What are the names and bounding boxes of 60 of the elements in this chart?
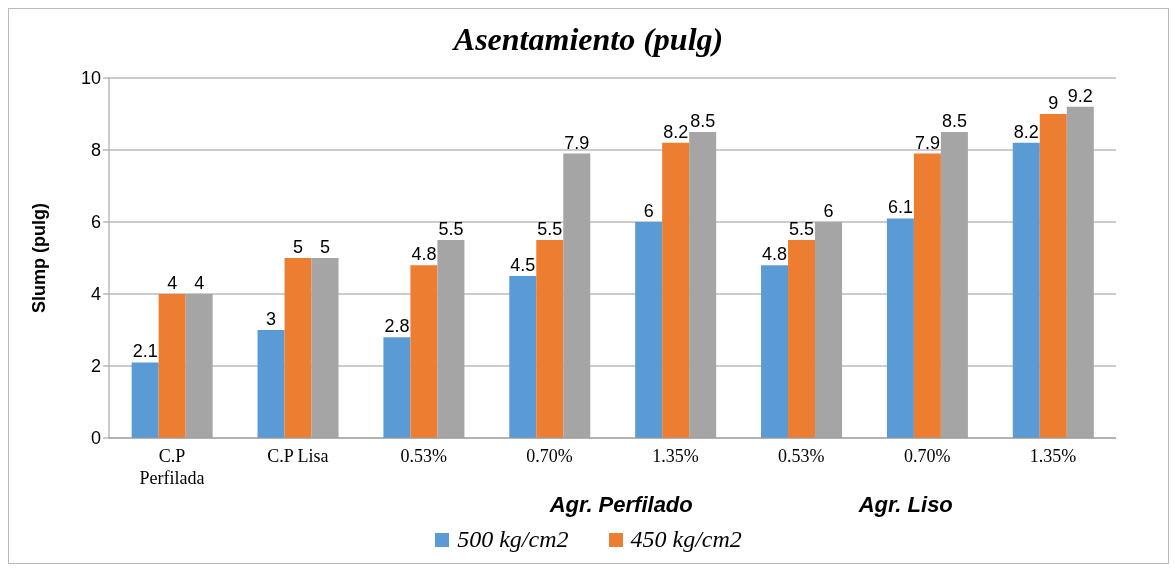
data-label: 8.2: [663, 121, 689, 142]
bar: [131, 362, 159, 438]
x-tick-label: 0.53%: [400, 446, 447, 466]
y-tick-label: 0: [90, 428, 101, 449]
data-label: 8.2: [1013, 121, 1039, 142]
data-label: 5: [320, 237, 331, 257]
data-label: 2.1: [132, 341, 158, 362]
data-label: 8.5: [941, 111, 967, 131]
data-label: 5.5: [789, 219, 815, 239]
x-tick-label: 1.35%: [652, 446, 699, 466]
bar: [886, 218, 914, 438]
bar: [662, 142, 690, 438]
y-tick-label: 10: [80, 68, 101, 89]
x-tick-label: 0.70%: [526, 446, 573, 466]
data-label: 6: [643, 201, 654, 221]
data-label: 5.5: [537, 219, 563, 239]
y-tick-label: 8: [90, 140, 101, 161]
bar: [509, 276, 537, 438]
bar: [383, 337, 411, 438]
text: Agr. Liso: [857, 492, 954, 518]
data-label: 4.5: [510, 255, 536, 275]
bar: [158, 294, 186, 438]
bar: [913, 153, 941, 438]
x-tick-label: C.P Perfilada: [139, 446, 205, 488]
data-label: 6: [823, 201, 834, 221]
data-label: 2.8: [384, 316, 410, 337]
data-label: 5: [293, 237, 304, 257]
text: Agr. Perfilado: [548, 492, 694, 518]
y-tick-label: 2: [90, 356, 101, 377]
bar: [284, 258, 312, 438]
data-label: 8.5: [690, 111, 716, 131]
bar: [788, 240, 816, 438]
data-label: 4: [167, 273, 178, 293]
data-label: 6.1: [887, 197, 913, 218]
bar: [536, 240, 564, 438]
bar: [410, 265, 438, 438]
x-tick-label: 0.70%: [903, 446, 951, 466]
bar: [635, 222, 663, 438]
y-tick-label: 6: [90, 212, 101, 233]
x-tick-label: 0.53%: [778, 446, 825, 466]
bar: [1039, 114, 1067, 438]
data-label: 7.9: [914, 132, 940, 153]
data-label: 5.5: [438, 219, 464, 239]
data-label: 4.8: [411, 244, 437, 265]
bar: [1012, 142, 1040, 438]
bar: [257, 330, 285, 438]
x-tick-label: 1.35%: [1029, 446, 1077, 466]
y-tick-label: 4: [90, 284, 101, 305]
x-tick-label: C.P Lisa: [267, 446, 329, 466]
data-label: 9.2: [1067, 85, 1093, 106]
data-label: 3: [266, 309, 277, 329]
y-axis-title: Slump (pulg): [29, 203, 50, 313]
legend-label: 450 kg/cm2: [629, 526, 742, 553]
data-label: 4: [194, 273, 205, 293]
chart-title: Asentamiento (pulg): [451, 21, 725, 58]
legend-label: 500 kg/cm2: [456, 526, 569, 553]
data-label: 7.9: [564, 132, 590, 153]
bar: [761, 265, 789, 438]
data-label: 4.8: [762, 244, 788, 265]
data-label: 9: [1048, 93, 1059, 113]
